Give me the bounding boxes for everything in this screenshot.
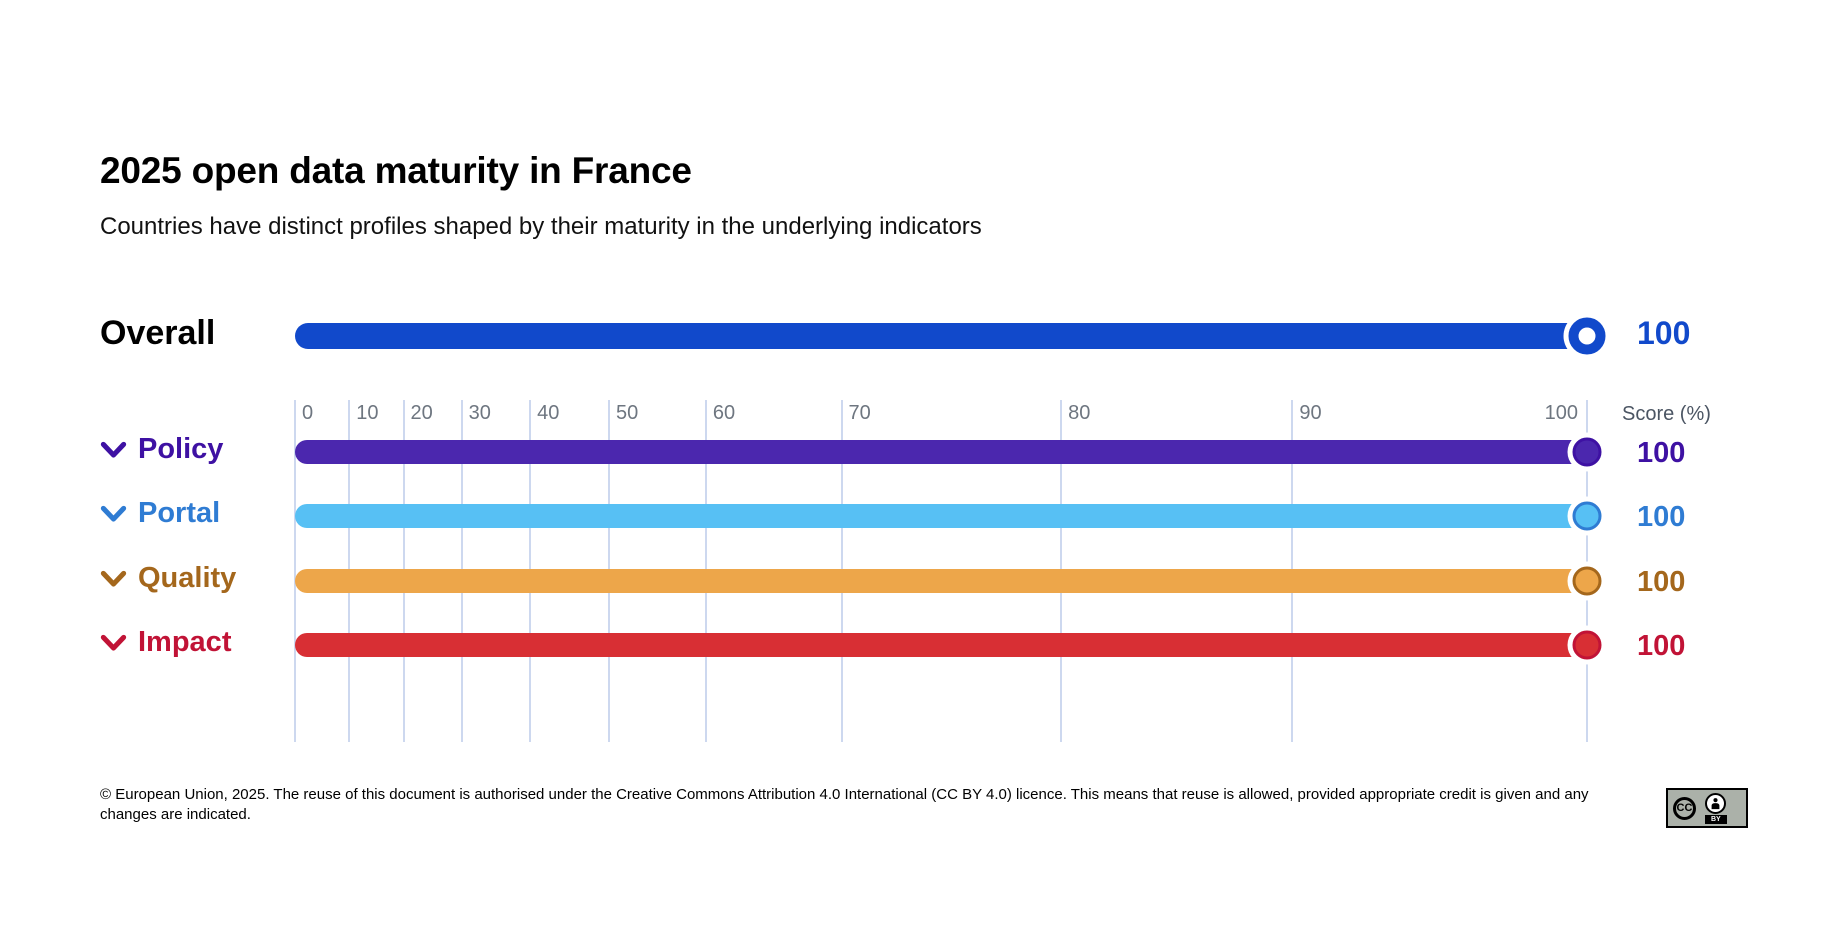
category-label-impact: Impact xyxy=(138,626,232,658)
bar-row-overall xyxy=(295,317,1606,355)
x-axis-unit-label: Score (%) xyxy=(1622,403,1711,425)
page-subtitle: Countries have distinct profiles shaped … xyxy=(100,213,982,240)
x-tick-label: 100 xyxy=(1544,402,1578,424)
value-impact: 100 xyxy=(1637,630,1686,662)
bar-policy xyxy=(295,440,1587,464)
gridline xyxy=(294,400,296,742)
value-policy: 100 xyxy=(1637,437,1686,469)
category-toggle-quality[interactable]: Quality xyxy=(100,562,236,595)
x-tick-label: 80 xyxy=(1068,402,1091,424)
value-quality: 100 xyxy=(1637,566,1686,598)
attribution-person-icon xyxy=(1705,792,1727,814)
by-label: BY xyxy=(1705,814,1727,824)
x-tick-label: 20 xyxy=(410,402,433,424)
bar-quality xyxy=(295,569,1587,593)
bar-row-quality xyxy=(295,566,1602,596)
x-tick-label: 30 xyxy=(468,402,491,424)
marker-portal xyxy=(1572,501,1602,531)
x-tick-label: 0 xyxy=(302,402,314,424)
category-label-overall: Overall xyxy=(100,314,216,352)
copyright-notice: © European Union, 2025. The reuse of thi… xyxy=(100,786,1589,823)
value-overall: 100 xyxy=(1637,315,1691,351)
marker-impact xyxy=(1572,630,1602,660)
category-toggle-portal[interactable]: Portal xyxy=(100,497,220,530)
marker-overall xyxy=(1568,317,1606,355)
bar-row-policy xyxy=(295,437,1602,467)
chevron-down-icon xyxy=(100,570,127,587)
bar-impact xyxy=(295,633,1587,657)
value-portal: 100 xyxy=(1637,501,1686,533)
cc-logo-icon: CC xyxy=(1673,796,1696,820)
cc-by-license-badge[interactable]: CC BY xyxy=(1666,788,1748,828)
bar-overall xyxy=(295,323,1587,349)
bar-row-impact xyxy=(295,630,1602,660)
bar-row-portal xyxy=(295,501,1602,531)
chevron-down-icon xyxy=(100,634,127,651)
chevron-down-icon xyxy=(100,441,127,458)
category-label-quality: Quality xyxy=(138,562,237,594)
page-title: 2025 open data maturity in France xyxy=(100,150,692,191)
x-axis: 0 10 20 30 40 50 60 70 80 90 100 xyxy=(295,402,1587,428)
marker-quality xyxy=(1572,566,1602,596)
category-toggle-policy[interactable]: Policy xyxy=(100,433,223,466)
x-tick-label: 90 xyxy=(1299,402,1322,424)
category-toggle-impact[interactable]: Impact xyxy=(100,626,231,659)
category-label-policy: Policy xyxy=(138,433,224,465)
x-tick-label: 40 xyxy=(537,402,560,424)
x-tick-label: 60 xyxy=(712,402,736,424)
x-tick-label: 50 xyxy=(615,402,639,424)
chevron-down-icon xyxy=(100,505,127,522)
x-tick-label: 10 xyxy=(356,402,379,424)
bar-portal xyxy=(295,504,1587,528)
x-tick-label: 70 xyxy=(848,402,871,424)
category-label-portal: Portal xyxy=(138,497,221,529)
marker-policy xyxy=(1572,437,1602,467)
